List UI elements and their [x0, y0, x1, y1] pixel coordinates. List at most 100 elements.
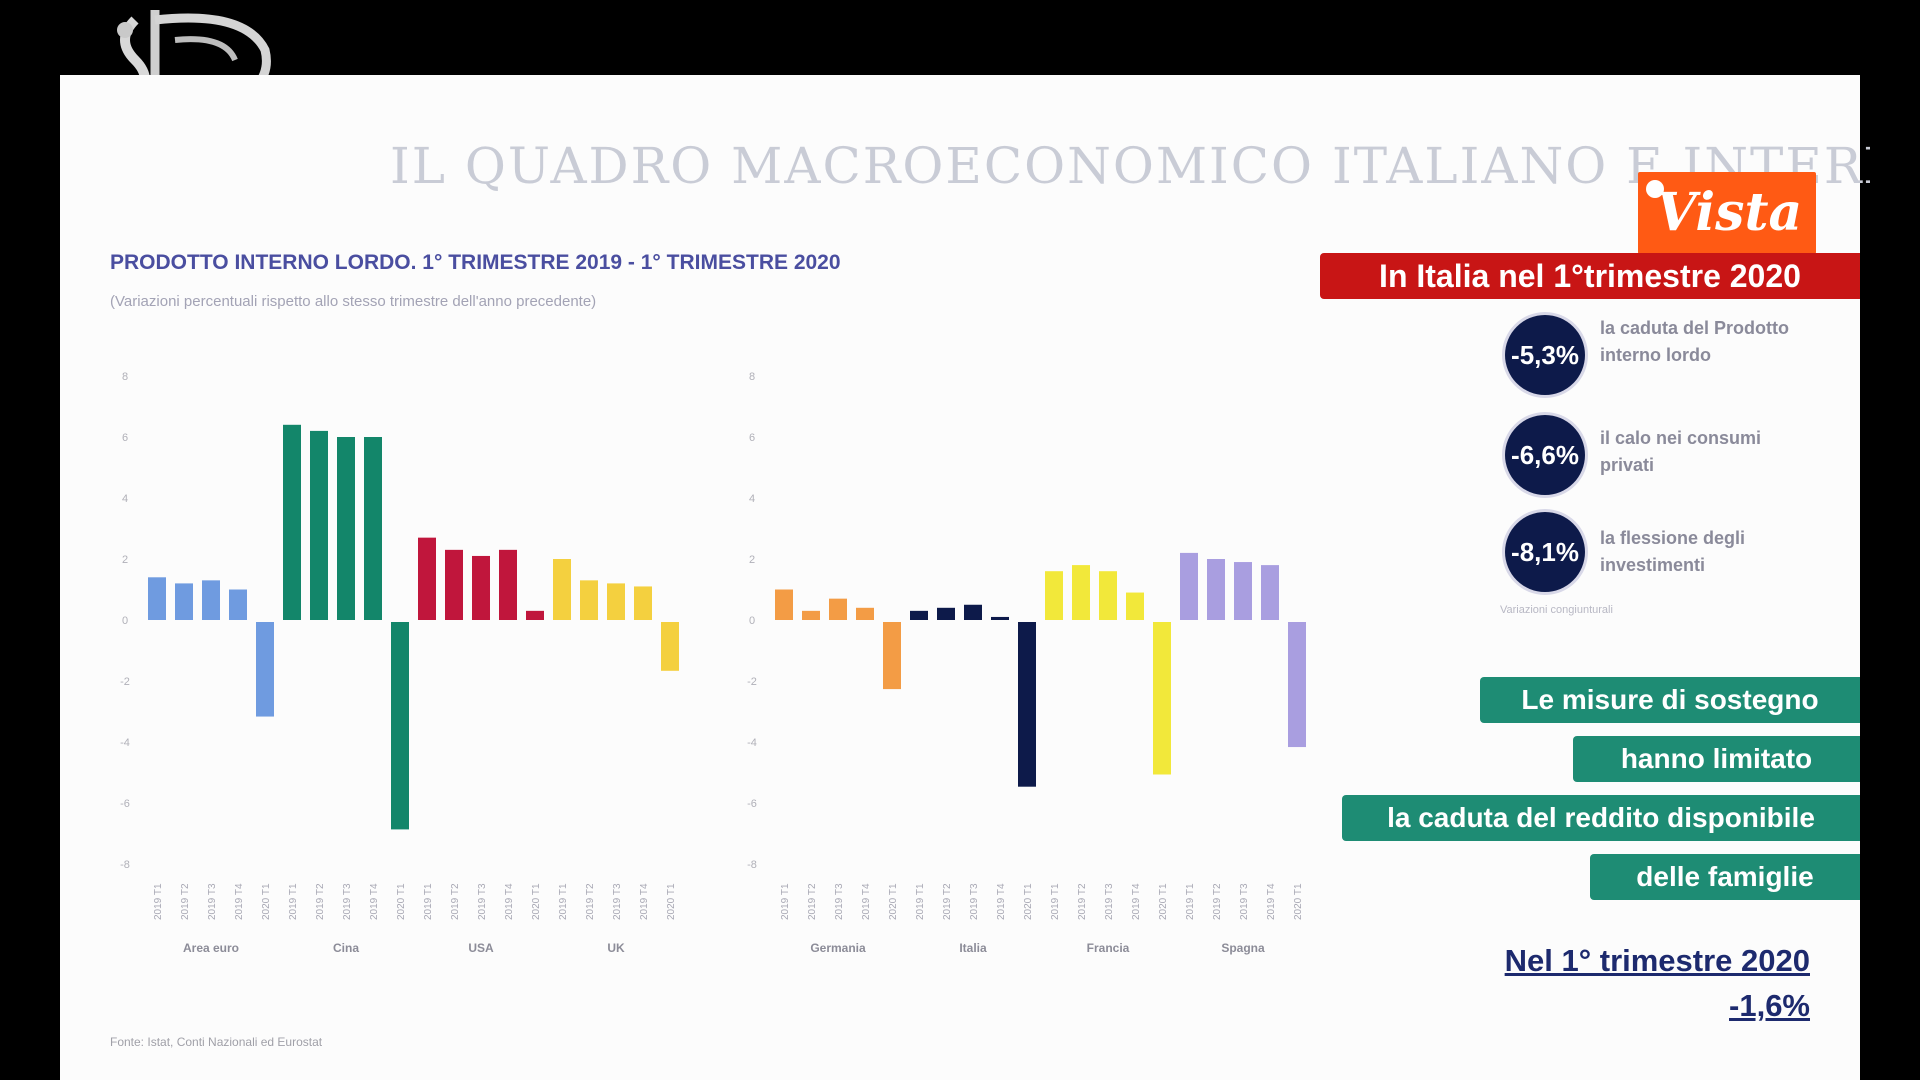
q1-2020-value: -1,6% — [1729, 988, 1810, 1023]
q1-2020-label: Nel 1° trimestre 2020 — [1504, 943, 1810, 978]
y-tick-label: 0 — [749, 615, 755, 627]
x-tick-label: 2019 T1 — [423, 883, 434, 920]
bar-spagna-2 — [1207, 559, 1225, 620]
bar-cina-2 — [310, 430, 328, 620]
teal-banner-line-2: hanno limitato — [1573, 736, 1860, 782]
bar-italia-3 — [964, 604, 982, 620]
country-label: Italia — [959, 941, 987, 955]
gdp-stat-label: la caduta del Prodotto interno lordo — [1600, 318, 1790, 365]
x-tick-label: 2020 T1 — [1023, 883, 1034, 920]
x-tick-label: 2019 T2 — [585, 883, 596, 920]
country-label: Cina — [333, 941, 359, 955]
x-tick-label: 2019 T3 — [834, 883, 845, 920]
teal-banner-line-1: Le misure di sostegno — [1480, 677, 1860, 723]
x-tick-label: 2019 T4 — [1131, 883, 1142, 920]
bar-uk-5 — [661, 622, 679, 671]
bar-area-euro-4 — [229, 589, 247, 620]
x-tick-label: 2019 T3 — [207, 883, 218, 920]
bar-uk-2 — [580, 580, 598, 620]
bar-cina-5 — [391, 622, 409, 830]
bar-cina-3 — [337, 437, 355, 620]
x-tick-label: 2019 T4 — [369, 883, 380, 920]
bar-usa-5 — [526, 610, 544, 620]
bar-germania-3 — [829, 598, 847, 620]
y-tick-label: 6 — [122, 432, 128, 444]
x-tick-label: 2020 T1 — [666, 883, 677, 920]
investment-stat-label: la flessione degli investimenti — [1600, 528, 1746, 575]
bar-germania-5 — [883, 622, 901, 690]
x-tick-label: 2019 T4 — [861, 883, 872, 920]
x-tick-label: 2019 T3 — [1239, 883, 1250, 920]
x-tick-label: 2019 T1 — [1050, 883, 1061, 920]
bar-area-euro-1 — [148, 577, 166, 620]
x-tick-label: 2019 T2 — [315, 883, 326, 920]
x-tick-label: 2020 T1 — [396, 883, 407, 920]
x-tick-label: 2019 T3 — [612, 883, 623, 920]
chart-title: PRODOTTO INTERNO LORDO. 1° TRIMESTRE 201… — [110, 251, 841, 274]
bar-italia-4 — [991, 616, 1009, 620]
y-tick-label: 4 — [749, 493, 755, 505]
x-tick-label: 2019 T1 — [558, 883, 569, 920]
bar-spagna-4 — [1261, 565, 1279, 620]
bar-spagna-3 — [1234, 562, 1252, 620]
pen-icon — [1646, 180, 1664, 198]
y-tick-label: 6 — [749, 432, 755, 444]
x-tick-label: 2020 T1 — [1158, 883, 1169, 920]
teal-banner-line-3: la caduta del reddito disponibile — [1342, 795, 1860, 841]
bar-usa-2 — [445, 549, 463, 620]
italy-q1-banner: In Italia nel 1°trimestre 2020 — [1320, 253, 1860, 299]
bar-germania-4 — [856, 607, 874, 620]
bar-italia-2 — [937, 607, 955, 620]
bar-francia-2 — [1072, 565, 1090, 620]
x-tick-label: 2019 T4 — [1266, 883, 1277, 920]
y-tick-label: -2 — [120, 676, 130, 688]
bar-area-euro-2 — [175, 583, 193, 620]
x-tick-label: 2019 T1 — [780, 883, 791, 920]
bar-cina-1 — [283, 424, 301, 620]
country-label: Germania — [810, 941, 866, 955]
y-tick-label: 2 — [122, 554, 128, 566]
y-tick-label: 0 — [122, 615, 128, 627]
x-tick-label: 2019 T2 — [1077, 883, 1088, 920]
gdp-bar-charts: 8 6 4 2 0 -2 -4 -6 -8 2019 T1 2019 T2 2019 T3 2019 T… — [120, 371, 1306, 955]
bar-usa-3 — [472, 555, 490, 620]
bar-germania-2 — [802, 610, 820, 620]
bar-area-euro-3 — [202, 580, 220, 620]
source-note: Fonte: Istat, Conti Nazionali ed Eurosta… — [110, 1035, 323, 1049]
consumption-stat-circle: -6,6% — [1505, 415, 1585, 495]
y-tick-label: 8 — [122, 371, 128, 383]
x-tick-label: 2019 T2 — [450, 883, 461, 920]
country-label: USA — [468, 941, 494, 955]
x-tick-label: 2019 T4 — [234, 883, 245, 920]
bar-cina-4 — [364, 437, 382, 620]
x-tick-label: 2019 T2 — [807, 883, 818, 920]
y-tick-label: -6 — [120, 798, 130, 810]
y-tick-label: -6 — [747, 798, 757, 810]
x-tick-label: 2019 T3 — [342, 883, 353, 920]
x-tick-label: 2019 T3 — [477, 883, 488, 920]
consumption-stat-label: il calo nei consumi privati — [1600, 428, 1762, 475]
y-tick-label: 4 — [122, 493, 128, 505]
y-tick-label: 2 — [749, 554, 755, 566]
x-tick-label: 2020 T1 — [888, 883, 899, 920]
bar-uk-4 — [634, 586, 652, 620]
bar-usa-4 — [499, 549, 517, 620]
x-tick-label: 2019 T2 — [942, 883, 953, 920]
y-tick-label: -4 — [747, 737, 757, 749]
bar-spagna-5 — [1288, 622, 1306, 748]
country-label: Francia — [1087, 941, 1130, 955]
y-tick-label: -2 — [747, 676, 757, 688]
x-tick-label: 2020 T1 — [261, 883, 272, 920]
bar-francia-5 — [1153, 622, 1171, 775]
x-tick-label: 2019 T4 — [639, 883, 650, 920]
bar-spagna-1 — [1180, 552, 1198, 620]
country-label: UK — [607, 941, 625, 955]
vista-watermark-text: Vista — [1656, 182, 1803, 243]
bar-uk-1 — [553, 559, 571, 620]
bar-italia-1 — [910, 610, 928, 620]
bar-germania-1 — [775, 589, 793, 620]
bar-italia-5 — [1018, 622, 1036, 787]
bar-usa-1 — [418, 537, 436, 620]
bar-francia-1 — [1045, 571, 1063, 620]
x-tick-label: 2019 T1 — [1185, 883, 1196, 920]
